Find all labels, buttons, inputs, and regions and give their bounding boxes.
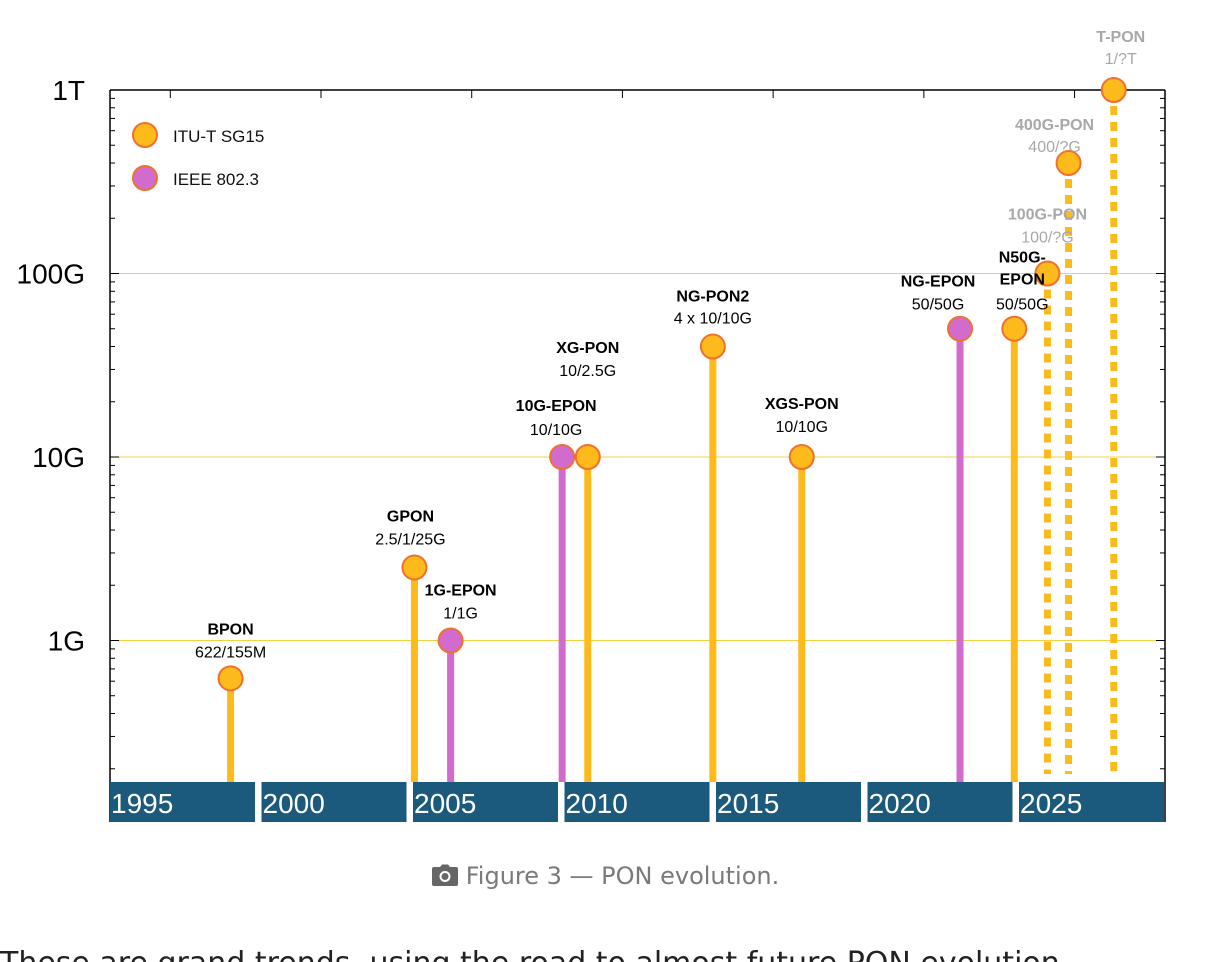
data-point [401,554,428,581]
point-rate-label: 10/2.5G [559,363,616,380]
year-box [1019,782,1164,822]
y-axis-labels: 1G 10G 100G 1T [17,75,86,657]
legend-marker [132,165,158,191]
point-name-label: T-PON [1096,29,1145,46]
legend: ITU-T SG15 IEEE 802.3 [132,122,264,191]
pon-evolution-chart: 1995 2000 2005 2010 2015 2020 2025 BPON 622/155… [17,29,1166,822]
point-rate-label: 4 x 10/10G [674,311,752,328]
year-box [110,782,255,822]
caption-text: Figure 3 — PON evolution. [465,862,780,890]
point-rate-label: 10/10G [530,422,582,439]
point-name-label: 100G-PON [1008,207,1087,224]
figure-caption: Figure 3 — PON evolution. [0,862,1211,892]
year-label: 2010 [566,788,628,819]
year-box [413,782,558,822]
data-point [1034,260,1061,287]
legend-label: ITU-T SG15 [173,127,264,146]
point-rate-label: 10/10G [776,419,828,436]
point-name-label: XGS-PON [765,396,839,413]
year-band: 1995 2000 2005 2010 2015 2020 2025 [110,782,1164,822]
point-rate-label: 50/50G [912,297,964,314]
data-point [1100,77,1127,103]
point-rate-label: 100/?G [1021,230,1073,247]
data-point [217,665,244,692]
data-point [1055,150,1082,177]
legend-label: IEEE 802.3 [173,170,259,189]
point-rate-label: 50/50G [996,297,1048,314]
data-point [788,444,815,470]
data-point [1001,315,1028,342]
point-name-label: N50G- [999,250,1046,267]
y-tick-label: 1T [52,75,85,106]
point-rate-label: 2.5/1/25G [375,531,445,548]
article-body-text: These are grand trends, using the road t… [0,944,1211,962]
stems [227,90,1118,782]
y-tick-label: 10G [32,442,85,473]
data-point [947,315,974,342]
gridlines [110,273,1165,641]
plot-frame [109,89,1166,822]
point-name-label: XG-PON [556,340,619,357]
point-name-label: NG-EPON [901,274,976,291]
point-rate-label: 400/?G [1028,139,1080,156]
data-point [574,444,601,470]
point-name-label: 1G-EPON [425,583,497,600]
point-rate-label: 622/155M [195,644,266,661]
data-point [437,627,464,654]
year-label: 1995 [111,788,173,819]
data-point [699,333,726,360]
data-point [549,444,576,470]
camera-icon [431,864,458,892]
point-name-label: EPON [1000,272,1045,289]
year-label: 2025 [1020,788,1082,819]
year-label: 2015 [717,788,779,819]
year-label: 2000 [263,788,325,819]
year-box [716,782,861,822]
point-labels: BPON 622/155M GPON 2.5/1/25G 1G-EPON 1/1G 10G-… [195,29,1145,661]
year-box [867,782,1013,822]
y-tick-label: 100G [17,259,86,290]
year-label: 2005 [414,788,476,819]
year-label: 2020 [869,788,931,819]
data-points [217,77,1127,692]
y-tick-label: 1G [48,626,85,657]
point-name-label: NG-PON2 [676,289,749,306]
year-box [261,782,407,822]
legend-marker [132,122,158,148]
point-rate-label: 1/?T [1105,51,1137,68]
point-name-label: 10G-EPON [516,398,597,415]
point-name-label: 400G-PON [1015,117,1094,134]
point-name-label: BPON [207,621,253,638]
point-rate-label: 1/1G [443,606,478,623]
year-box [564,782,710,822]
point-name-label: GPON [387,508,434,525]
